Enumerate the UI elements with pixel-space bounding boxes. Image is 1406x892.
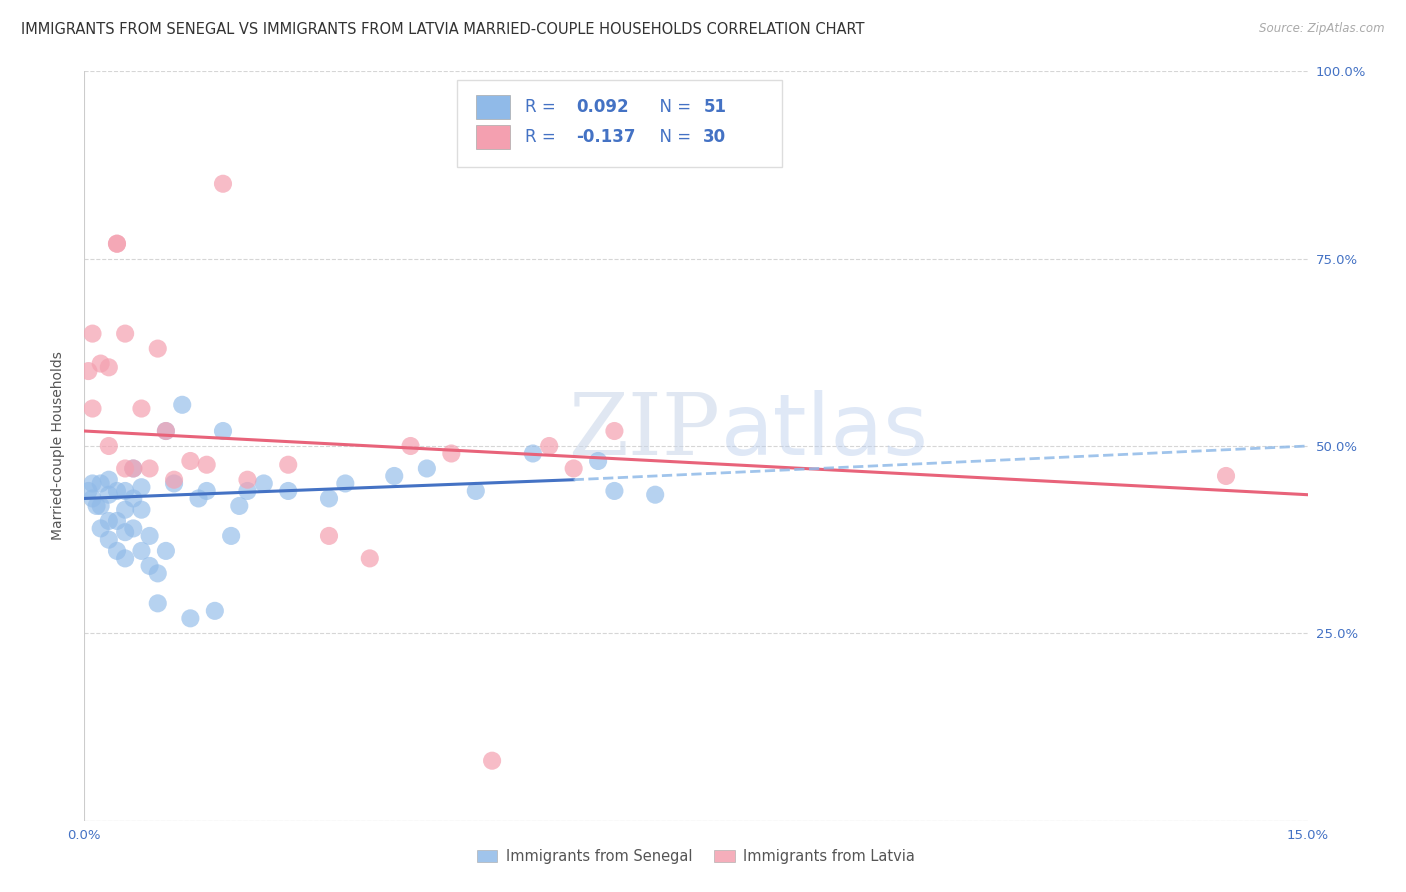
Point (277, 458, 299, 472)
Point (82, 491, 104, 506)
Point (114, 326, 136, 341)
Text: R =: R = (524, 128, 561, 146)
Point (97, 473, 120, 487)
Y-axis label: Married-couple Households: Married-couple Households (51, 351, 65, 541)
Point (97, 533, 120, 547)
Text: -0.137: -0.137 (576, 128, 636, 146)
Point (82, 476, 104, 491)
FancyBboxPatch shape (457, 80, 782, 167)
Point (228, 499, 250, 513)
Text: atlas: atlas (720, 390, 928, 473)
Point (440, 446, 463, 460)
Point (114, 483, 136, 498)
Point (114, 551, 136, 566)
Point (131, 401, 153, 416)
Point (131, 502, 153, 516)
Point (464, 483, 486, 498)
Point (97, 514, 120, 528)
FancyBboxPatch shape (475, 95, 510, 120)
Point (538, 439, 561, 453)
Point (236, 473, 259, 487)
Point (77, 364, 100, 378)
Point (359, 551, 381, 566)
FancyBboxPatch shape (475, 125, 510, 149)
Legend: Immigrants from Senegal, Immigrants from Latvia: Immigrants from Senegal, Immigrants from… (471, 843, 921, 870)
Point (155, 544, 177, 558)
Point (481, 754, 503, 768)
Text: 51: 51 (703, 98, 727, 116)
Point (82, 326, 104, 341)
Point (155, 424, 177, 438)
Point (122, 521, 145, 535)
Point (236, 483, 259, 498)
Point (318, 491, 340, 506)
Point (155, 424, 177, 438)
Point (82, 401, 104, 416)
Text: R =: R = (524, 98, 561, 116)
Text: ZIP: ZIP (568, 390, 720, 473)
Point (163, 476, 186, 491)
Text: N =: N = (650, 128, 697, 146)
Point (562, 461, 585, 475)
Point (253, 476, 276, 491)
Point (105, 544, 128, 558)
Point (122, 461, 145, 475)
Point (603, 483, 626, 498)
Point (399, 439, 422, 453)
Point (90, 357, 112, 371)
Point (90, 499, 112, 513)
Text: N =: N = (650, 98, 697, 116)
Text: IMMIGRANTS FROM SENEGAL VS IMMIGRANTS FROM LATVIA MARRIED-COUPLE HOUSEHOLDS CORR: IMMIGRANTS FROM SENEGAL VS IMMIGRANTS FR… (21, 22, 865, 37)
Point (163, 473, 186, 487)
Point (86, 499, 108, 513)
Point (138, 558, 160, 573)
Point (219, 529, 242, 543)
Point (416, 461, 439, 475)
Point (586, 454, 609, 468)
Point (97, 439, 120, 453)
Point (138, 529, 160, 543)
Text: 0.092: 0.092 (576, 98, 628, 116)
Point (97, 488, 120, 502)
Point (122, 491, 145, 506)
Point (105, 514, 128, 528)
Point (195, 458, 218, 472)
Point (114, 525, 136, 540)
Point (114, 461, 136, 475)
Point (105, 236, 128, 251)
Point (114, 502, 136, 516)
Point (97, 360, 120, 375)
Point (105, 483, 128, 498)
Point (212, 424, 235, 438)
Point (77, 483, 100, 498)
Point (195, 483, 218, 498)
Point (318, 529, 340, 543)
Point (138, 461, 160, 475)
Point (277, 483, 299, 498)
Point (382, 469, 405, 483)
Point (90, 476, 112, 491)
Point (172, 398, 194, 412)
Point (90, 521, 112, 535)
Point (146, 596, 169, 610)
Point (212, 177, 235, 191)
Point (122, 461, 145, 475)
Text: 30: 30 (703, 128, 727, 146)
Point (146, 566, 169, 581)
Point (335, 476, 357, 491)
Point (644, 488, 666, 502)
Point (204, 604, 226, 618)
Point (146, 342, 169, 356)
Point (105, 236, 128, 251)
Point (187, 491, 209, 506)
Point (131, 480, 153, 494)
Point (522, 446, 544, 460)
Point (179, 611, 201, 625)
Point (1215, 469, 1237, 483)
Text: Source: ZipAtlas.com: Source: ZipAtlas.com (1260, 22, 1385, 36)
Point (131, 544, 153, 558)
Point (603, 424, 626, 438)
Point (179, 454, 201, 468)
